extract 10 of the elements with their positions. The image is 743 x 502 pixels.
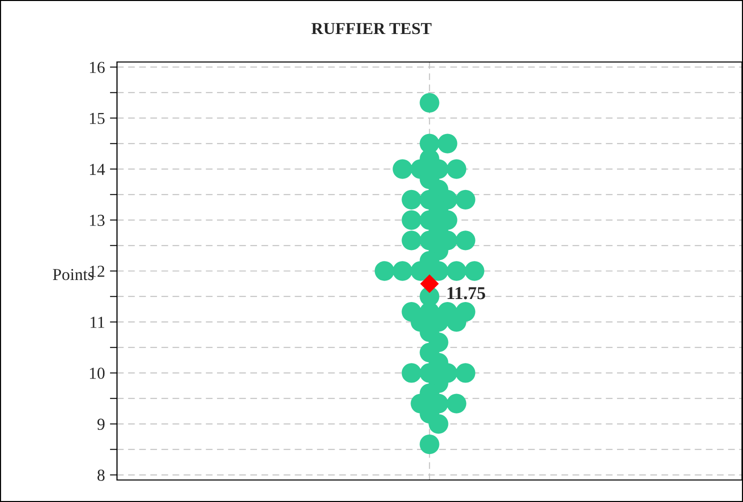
y-tick-label: 11 bbox=[90, 316, 104, 328]
data-label: 11.75 bbox=[448, 287, 486, 300]
y-tick-label: 9 bbox=[97, 418, 105, 430]
y-tick-label: 15 bbox=[90, 112, 105, 124]
y-tick-label: 10 bbox=[90, 368, 105, 379]
y-tick-label: 8 bbox=[97, 470, 105, 481]
y-tick-label: 16 bbox=[90, 62, 105, 74]
y-tick-label: 14 bbox=[90, 164, 105, 175]
chart-title: RUFFIER TEST bbox=[312, 22, 432, 34]
y-tick-label: 13 bbox=[90, 214, 105, 226]
